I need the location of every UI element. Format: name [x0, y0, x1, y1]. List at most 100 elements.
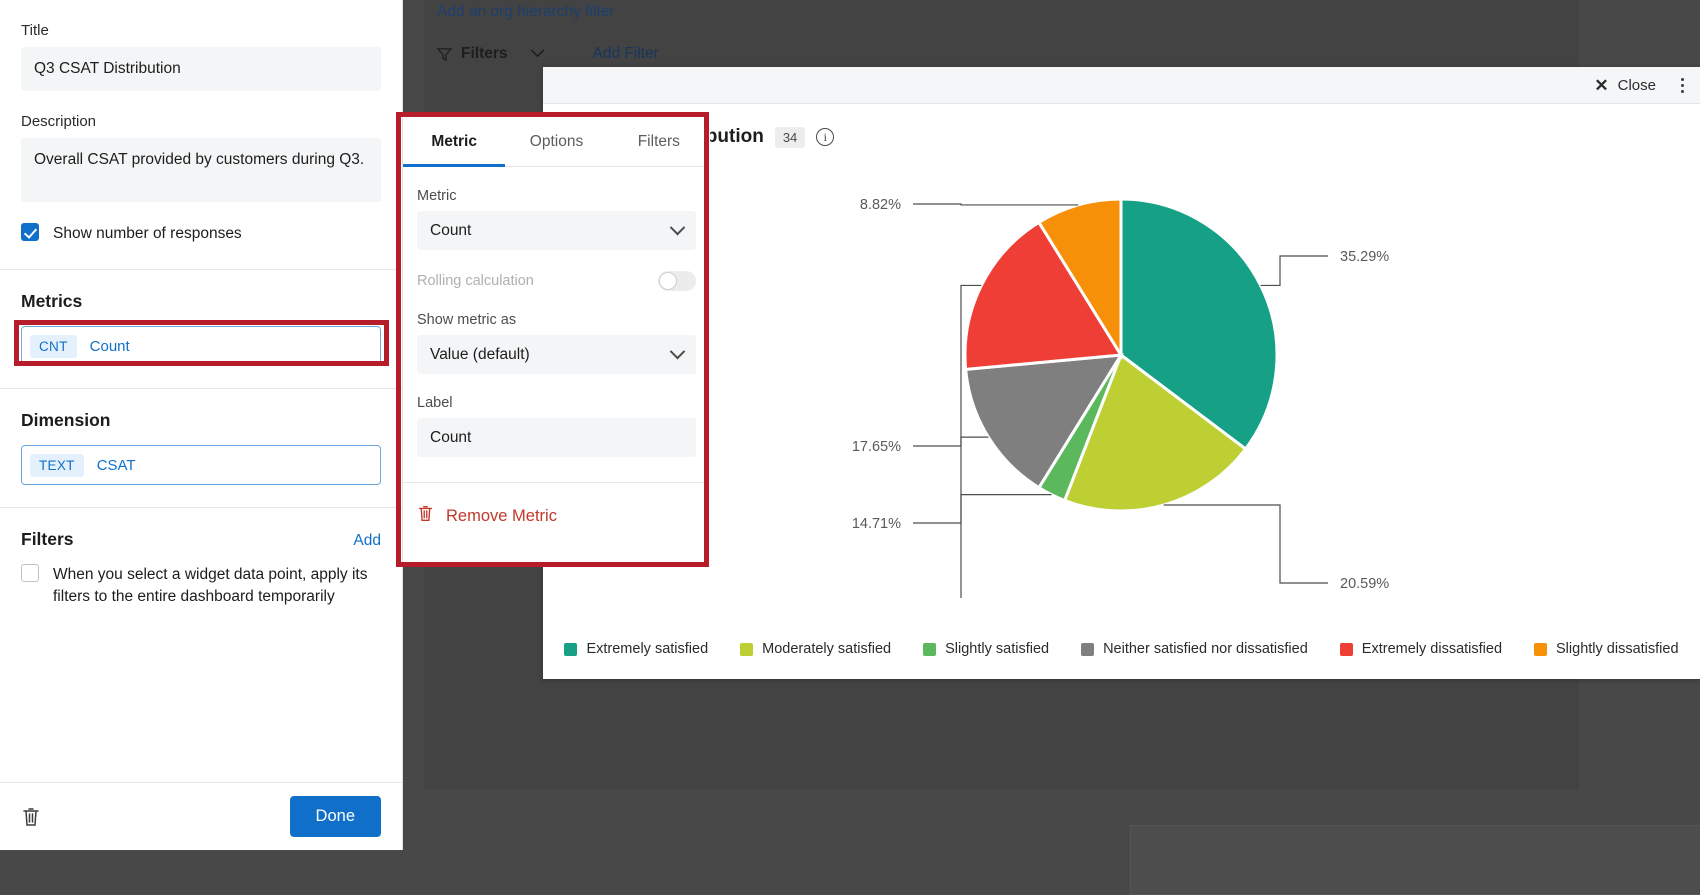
dimension-name: CSAT: [96, 456, 136, 474]
legend-label: Neither satisfied nor dissatisfied: [1103, 641, 1308, 657]
trash-icon[interactable]: [21, 806, 41, 828]
funnel-icon: [436, 47, 453, 62]
trash-icon: [417, 504, 434, 528]
metric-settings-popover: Metric Options Filters Metric Count Roll…: [403, 117, 710, 565]
pie-slice[interactable]: [964, 353, 1124, 490]
metric-type-tag: CNT: [30, 334, 77, 358]
legend-swatch: [923, 642, 937, 656]
pie-slice-label: 17.65%: [852, 439, 901, 455]
done-button[interactable]: Done: [289, 796, 381, 837]
popover-tabs: Metric Options Filters: [403, 117, 710, 167]
metric-label-field-label: Label: [417, 395, 453, 411]
divider: [0, 269, 402, 270]
metric-pill-count[interactable]: CNT Count: [21, 326, 381, 366]
legend-item[interactable]: Slightly dissatisfied: [1534, 641, 1679, 657]
popover-body: Metric Count Rolling calculation Show me…: [403, 188, 710, 457]
widget-editor-sidebar: Title Q3 CSAT Distribution Description O…: [0, 0, 403, 850]
drill-filter-label: When you select a widget data point, app…: [53, 566, 368, 605]
add-org-hierarchy-filter-link[interactable]: Add an org hierarchy filter: [437, 3, 615, 20]
widget-header-bar: ✕ Close: [543, 67, 1700, 104]
drill-filter-checkbox-row[interactable]: When you select a widget data point, app…: [21, 564, 381, 608]
sidebar-footer: Done: [0, 782, 402, 850]
rolling-calculation-label: Rolling calculation: [417, 273, 534, 289]
pie-leader-line: [1260, 255, 1328, 287]
metrics-heading: Metrics: [21, 291, 83, 311]
tab-options[interactable]: Options: [529, 132, 584, 150]
dimension-pill-csat[interactable]: TEXT CSAT: [21, 445, 381, 485]
pie-slice-label: 14.71%: [852, 516, 901, 532]
legend-item[interactable]: Extremely satisfied: [564, 641, 708, 657]
metric-select[interactable]: Count: [417, 211, 696, 250]
pie-slice-label: 35.29%: [1340, 249, 1389, 265]
pie-leader-line: [913, 284, 982, 447]
legend-swatch: [564, 642, 578, 656]
description-field-label: Description: [21, 113, 97, 130]
pie-chart[interactable]: 35.29%20.59%2.94%14.71%17.65%8.82%: [543, 148, 1700, 598]
close-button[interactable]: ✕ Close: [1594, 77, 1656, 94]
legend-label: Slightly dissatisfied: [1556, 641, 1679, 657]
rolling-calculation-toggle[interactable]: [658, 271, 696, 291]
metric-label-input[interactable]: Count: [417, 418, 696, 457]
filters-heading: Filters: [21, 529, 74, 549]
chevron-down-icon[interactable]: [530, 45, 545, 63]
legend-label: Slightly satisfied: [945, 641, 1050, 657]
legend-item[interactable]: Neither satisfied nor dissatisfied: [1081, 641, 1308, 657]
dimension-heading: Dimension: [21, 410, 111, 430]
legend-swatch: [1339, 642, 1353, 656]
show-metric-as-select[interactable]: Value (default): [417, 335, 696, 374]
pie-slice[interactable]: [963, 220, 1124, 372]
pie-leader-line: [960, 494, 1052, 598]
chevron-down-icon: [669, 219, 686, 236]
tab-metric[interactable]: Metric: [403, 117, 506, 167]
remove-metric-label: Remove Metric: [446, 506, 557, 525]
divider: [403, 482, 710, 483]
dimension-type-tag: TEXT: [30, 453, 84, 477]
more-options-icon[interactable]: [1675, 74, 1690, 97]
dashboard-widget-card: [1130, 825, 1700, 895]
widget-title-row: Q3 CSAT Distribution 34 i: [543, 104, 1700, 148]
add-filter-button[interactable]: Add: [353, 532, 381, 549]
show-responses-label: Show number of responses: [53, 225, 242, 242]
title-input[interactable]: Q3 CSAT Distribution: [21, 47, 381, 91]
filters-section-header: Filters Add: [21, 529, 381, 550]
pie-slice[interactable]: [1036, 197, 1123, 361]
legend-swatch: [740, 642, 754, 656]
legend-item[interactable]: Extremely dissatisfied: [1339, 641, 1503, 657]
drill-filter-checkbox[interactable]: [21, 564, 39, 582]
close-label: Close: [1617, 76, 1656, 94]
legend-item[interactable]: Slightly satisfied: [923, 641, 1049, 657]
description-input[interactable]: Overall CSAT provided by customers durin…: [21, 138, 381, 202]
pie-leader-line: [1163, 504, 1328, 584]
legend-label: Extremely dissatisfied: [1361, 641, 1503, 657]
close-icon: ✕: [1594, 75, 1609, 95]
chevron-down-icon: [669, 343, 686, 360]
legend-swatch: [1081, 642, 1095, 656]
pie-leader-line: [913, 203, 1079, 206]
pie-leader-line: [913, 436, 989, 524]
widget-preview-panel: ✕ Close Q3 CSAT Distribution 34 i 35.29%…: [543, 67, 1700, 679]
show-responses-checkbox[interactable]: [21, 223, 39, 241]
pie-slice-label: 8.82%: [860, 197, 901, 213]
filters-label: Filters: [461, 45, 508, 62]
pie-chart-svg: 35.29%20.59%2.94%14.71%17.65%8.82%: [852, 197, 1389, 598]
add-filter-link[interactable]: Add Filter: [592, 45, 659, 62]
show-metric-as-value: Value (default): [430, 345, 530, 363]
show-metric-as-label: Show metric as: [417, 312, 517, 328]
legend-item[interactable]: Moderately satisfied: [740, 641, 891, 657]
chart-legend: Extremely satisfied Moderately satisfied S…: [543, 641, 1700, 657]
title-field-label: Title: [21, 22, 49, 39]
tab-filters[interactable]: Filters: [637, 132, 680, 150]
dashboard-filters-bar: Filters Add Filter: [436, 45, 659, 63]
divider: [0, 388, 402, 389]
info-icon[interactable]: i: [816, 128, 835, 146]
metric-name: Count: [89, 337, 130, 355]
divider: [0, 507, 402, 508]
metric-select-value: Count: [430, 221, 472, 239]
remove-metric-button[interactable]: Remove Metric: [403, 483, 710, 528]
metric-field-label: Metric: [417, 188, 457, 204]
legend-label: Extremely satisfied: [586, 641, 709, 657]
show-responses-checkbox-row[interactable]: Show number of responses: [21, 223, 381, 245]
pie-slice-label: 20.59%: [1340, 576, 1389, 592]
legend-label: Moderately satisfied: [762, 641, 892, 657]
legend-swatch: [1534, 642, 1548, 656]
